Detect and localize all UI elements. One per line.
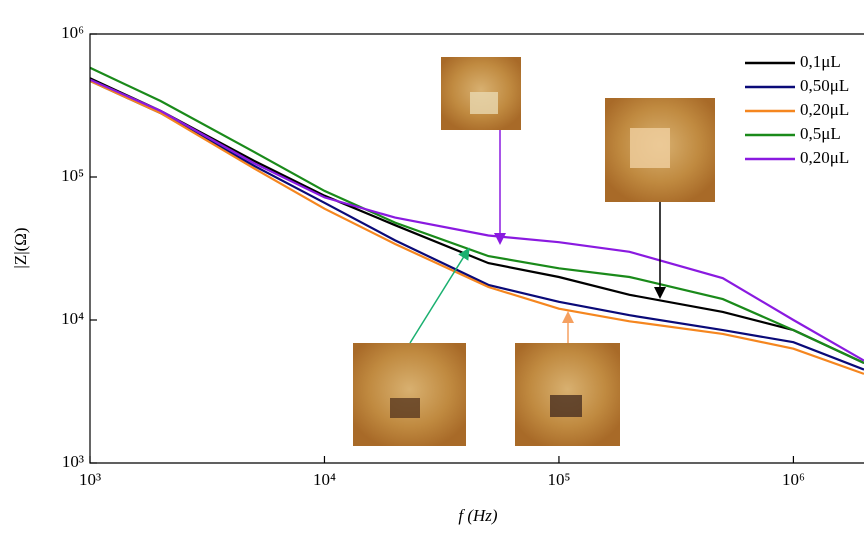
x-axis-label: f (Hz)	[458, 506, 498, 525]
electrode	[470, 92, 498, 114]
series-line	[89, 66, 864, 364]
x-tick-label: 10³	[79, 470, 101, 489]
y-tick-label: 10⁴	[61, 309, 84, 328]
y-tick-label: 10⁶	[61, 23, 84, 42]
y-axis-label: |Z|(Ω)	[11, 227, 30, 268]
series-line	[89, 77, 864, 364]
x-tick-label: 10⁴	[313, 470, 336, 489]
inset-photos	[353, 57, 715, 446]
electrode	[550, 395, 582, 417]
y-tick-label: 10⁵	[61, 166, 84, 185]
legend-label: 0,20μL	[800, 100, 849, 119]
x-tick-label: 10⁶	[782, 470, 805, 489]
arrow	[409, 247, 470, 344]
y-tick-label: 10³	[62, 452, 84, 471]
legend-label: 0,5μL	[800, 124, 841, 143]
axis-frame	[89, 33, 864, 464]
legend-label: 0,50μL	[800, 76, 849, 95]
inset-photo	[353, 343, 466, 446]
series-line	[89, 78, 864, 362]
series-line	[89, 79, 864, 375]
inset-photo	[515, 343, 620, 446]
x-tick-label: 10⁵	[547, 470, 570, 489]
legend-label: 0,1μL	[800, 52, 841, 71]
arrows	[409, 130, 666, 344]
electrode	[630, 128, 670, 168]
legend-label: 0,20μL	[800, 148, 849, 167]
plot-area	[89, 66, 864, 375]
electrode	[390, 398, 420, 418]
series-line	[89, 79, 864, 371]
